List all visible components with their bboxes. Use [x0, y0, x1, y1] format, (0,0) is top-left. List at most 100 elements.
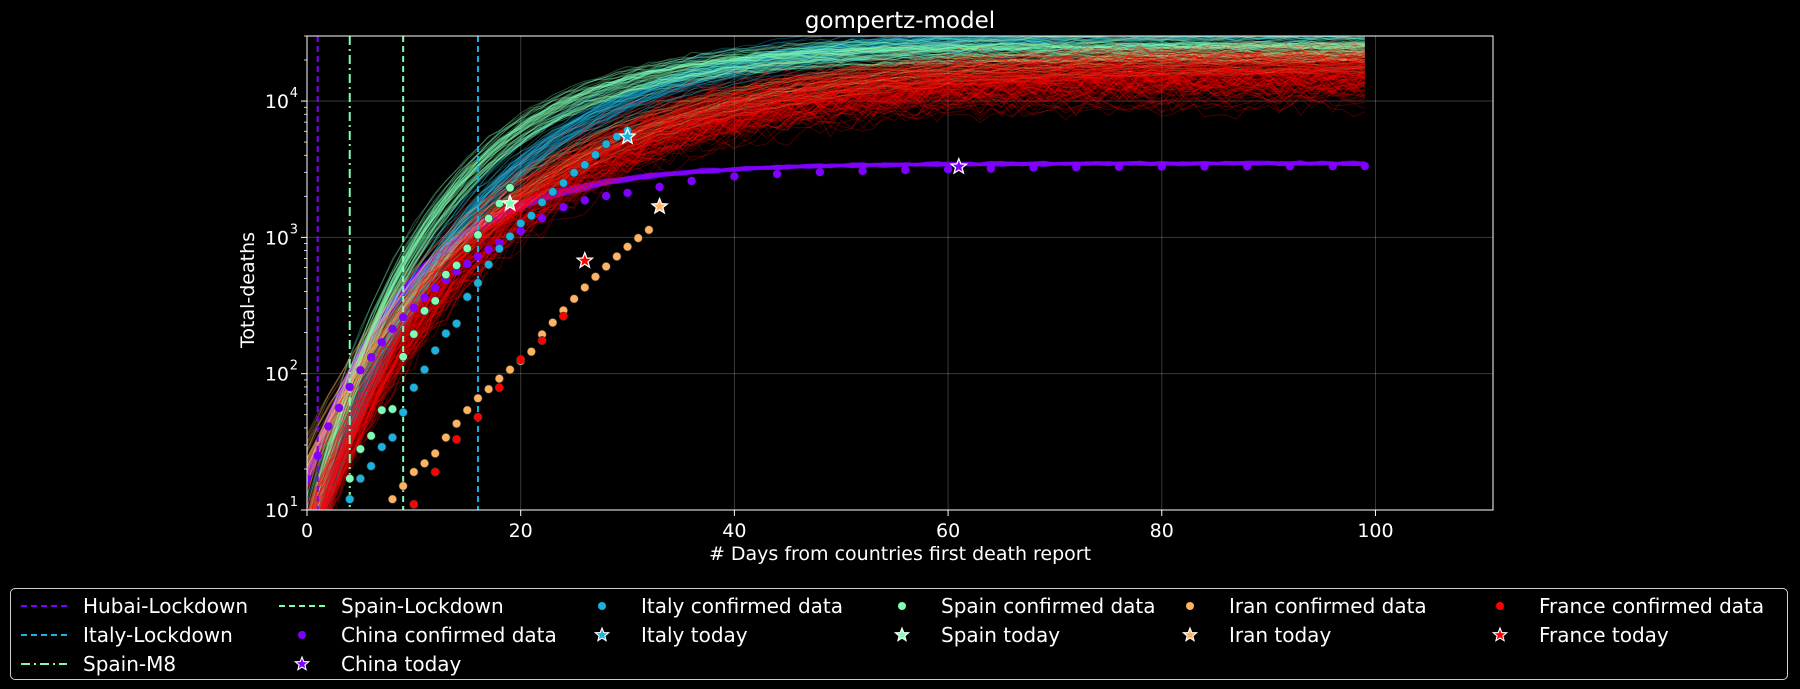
france-model-curve: [324, 84, 1365, 510]
iran-data-point: [526, 347, 536, 357]
france-model-curve: [314, 62, 1366, 510]
spain-model-curve: [309, 40, 1365, 510]
italy-model-curve: [316, 42, 1365, 510]
france-model-curve: [307, 50, 1365, 493]
legend-symbol: [279, 604, 325, 607]
france-model-curve: [324, 61, 1365, 510]
france-model-curve: [329, 71, 1365, 510]
iran-model-curve: [307, 54, 1365, 462]
spain-today-marker: [500, 193, 520, 212]
iran-data-point: [644, 225, 654, 235]
china-data-point: [559, 202, 568, 212]
spain-model-curve: [307, 36, 1365, 509]
france-model-curve: [315, 64, 1366, 510]
legend-item: Italy-Lockdown: [19, 620, 277, 649]
spain-model-curve: [309, 48, 1365, 510]
china-data-point: [1029, 163, 1038, 172]
legend-symbol: [1491, 625, 1509, 642]
legend-label: Iran today: [1229, 622, 1332, 647]
france-model-curve: [323, 93, 1365, 510]
legend-symbol: [598, 601, 606, 610]
iran-model-curve: [307, 36, 1164, 442]
legend-item: France confirmed data: [1475, 591, 1795, 620]
y-tick-exponent: 3: [290, 222, 298, 237]
france-model-curve: [319, 48, 1366, 510]
iran-data-point: [441, 433, 451, 443]
chart-title: gompertz-model: [805, 8, 995, 34]
italy-data-point: [484, 260, 494, 270]
iran-model-curve: [307, 36, 1357, 444]
iran-model-curve: [307, 51, 1365, 462]
france-data-point: [409, 499, 419, 509]
china-data-point: [377, 338, 386, 347]
iran-model-curve: [307, 54, 1365, 474]
spain-data-point: [473, 230, 483, 240]
italy-model-curve: [318, 36, 985, 510]
italy-model-curve: [320, 40, 1365, 510]
france-model-curve: [307, 52, 1365, 490]
italy-model-curve: [314, 36, 943, 510]
france-model-curve: [311, 58, 1365, 510]
france-model-curve: [317, 46, 1365, 510]
italy-model-curve: [310, 36, 917, 510]
spain-model-curve: [313, 42, 1365, 510]
y-tick-label: 10: [265, 227, 289, 249]
france-model-curve: [317, 50, 1365, 510]
spain-model-curve: [310, 36, 1365, 510]
italy-data-point: [569, 168, 579, 178]
spain-model-curve: [310, 47, 1365, 510]
spain-model-curve: [315, 43, 1365, 510]
china-data-point: [655, 182, 664, 192]
france-model-curve: [314, 61, 1365, 510]
france-model-curve: [328, 78, 1366, 510]
spain-model-curve: [314, 45, 1365, 510]
legend-item: Iran confirmed data: [1165, 591, 1475, 620]
legend-label: Italy confirmed data: [641, 593, 844, 618]
y-tick-label: 10: [265, 500, 289, 522]
iran-today-marker: [650, 196, 669, 215]
france-model-curve: [311, 47, 1366, 510]
legend-symbol: [1496, 601, 1504, 610]
china-data-point: [580, 196, 590, 205]
spain-model-curve: [307, 41, 1365, 509]
france-model-curve: [312, 60, 1365, 510]
spain-model-curve: [310, 41, 1365, 510]
legend: Hubai-Lockdown Spain-Lockdown Italy confir…: [10, 588, 1788, 680]
spain-data-point: [484, 214, 494, 224]
legend-label: China today: [341, 651, 462, 676]
spain-model-curve: [312, 44, 1365, 510]
iran-model-curve: [307, 41, 1365, 446]
france-model-curve: [326, 80, 1365, 510]
spain-data-point: [409, 329, 419, 339]
italy-model-curve: [320, 37, 1365, 510]
x-tick-label: 40: [722, 520, 746, 542]
france-model-curve: [334, 74, 1366, 510]
italy-data-point: [558, 178, 568, 188]
x-axis-label: # Days from countries first death report: [709, 543, 1091, 565]
iran-model-curve: [307, 55, 1365, 481]
france-data-point: [452, 434, 462, 444]
france-model-curve: [312, 74, 1366, 510]
china-data-point: [484, 245, 493, 254]
france-model-curve: [314, 65, 1366, 510]
legend-label: Spain-M8: [83, 651, 177, 676]
spain-data-point: [366, 431, 376, 441]
france-model-curve: [321, 69, 1365, 510]
spain-data-point: [505, 183, 515, 193]
france-model-curve: [307, 51, 1365, 504]
france-data-point: [537, 336, 547, 346]
grid-lines: [306, 36, 1493, 510]
italy-model-curve: [322, 36, 1365, 510]
x-tick-label: 100: [1357, 520, 1393, 542]
france-model-curve: [309, 56, 1365, 510]
legend-item: China confirmed data: [277, 620, 577, 649]
italy-model-curve: [315, 36, 1185, 510]
legend-symbol: [293, 654, 311, 671]
legend-symbol: [298, 630, 306, 639]
france-model-curve: [307, 46, 1365, 501]
china-data-point: [943, 165, 953, 174]
legend-symbol: [21, 662, 67, 665]
france-model-curve: [319, 67, 1366, 510]
spain-model-curve: [310, 41, 1365, 510]
iran-model-curve: [307, 59, 1365, 468]
